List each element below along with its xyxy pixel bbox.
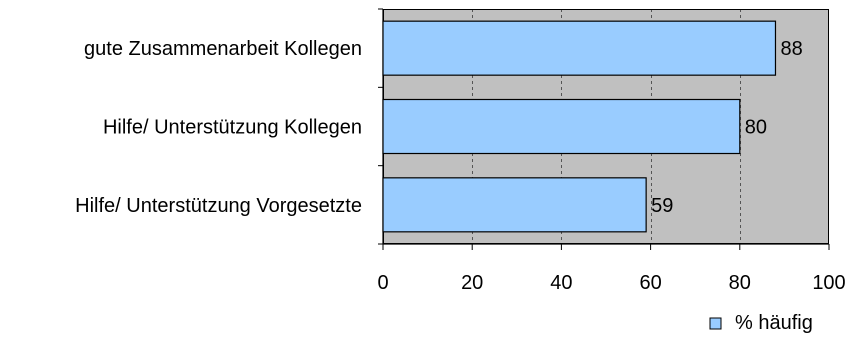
- x-tick-label: 0: [377, 272, 388, 294]
- data-label: 80: [745, 117, 767, 139]
- x-tick-label: 100: [812, 272, 845, 294]
- bar: [382, 20, 777, 76]
- category-label: gute Zusammenarbeit Kollegen: [84, 38, 362, 60]
- x-tick-label: 40: [550, 272, 572, 294]
- category-label: Hilfe/ Unterstützung Vorgesetzte: [75, 195, 362, 217]
- x-tick-label: 60: [639, 272, 661, 294]
- bar: [382, 98, 741, 155]
- legend-label: % häufig: [735, 312, 813, 334]
- x-tick-label: 20: [461, 272, 483, 294]
- legend-swatch: [709, 317, 722, 330]
- x-tick-label: 80: [729, 272, 751, 294]
- bar: [382, 177, 647, 233]
- category-label: Hilfe/ Unterstützung Kollegen: [103, 117, 362, 139]
- data-label: 88: [780, 38, 802, 60]
- data-label: 59: [651, 195, 673, 217]
